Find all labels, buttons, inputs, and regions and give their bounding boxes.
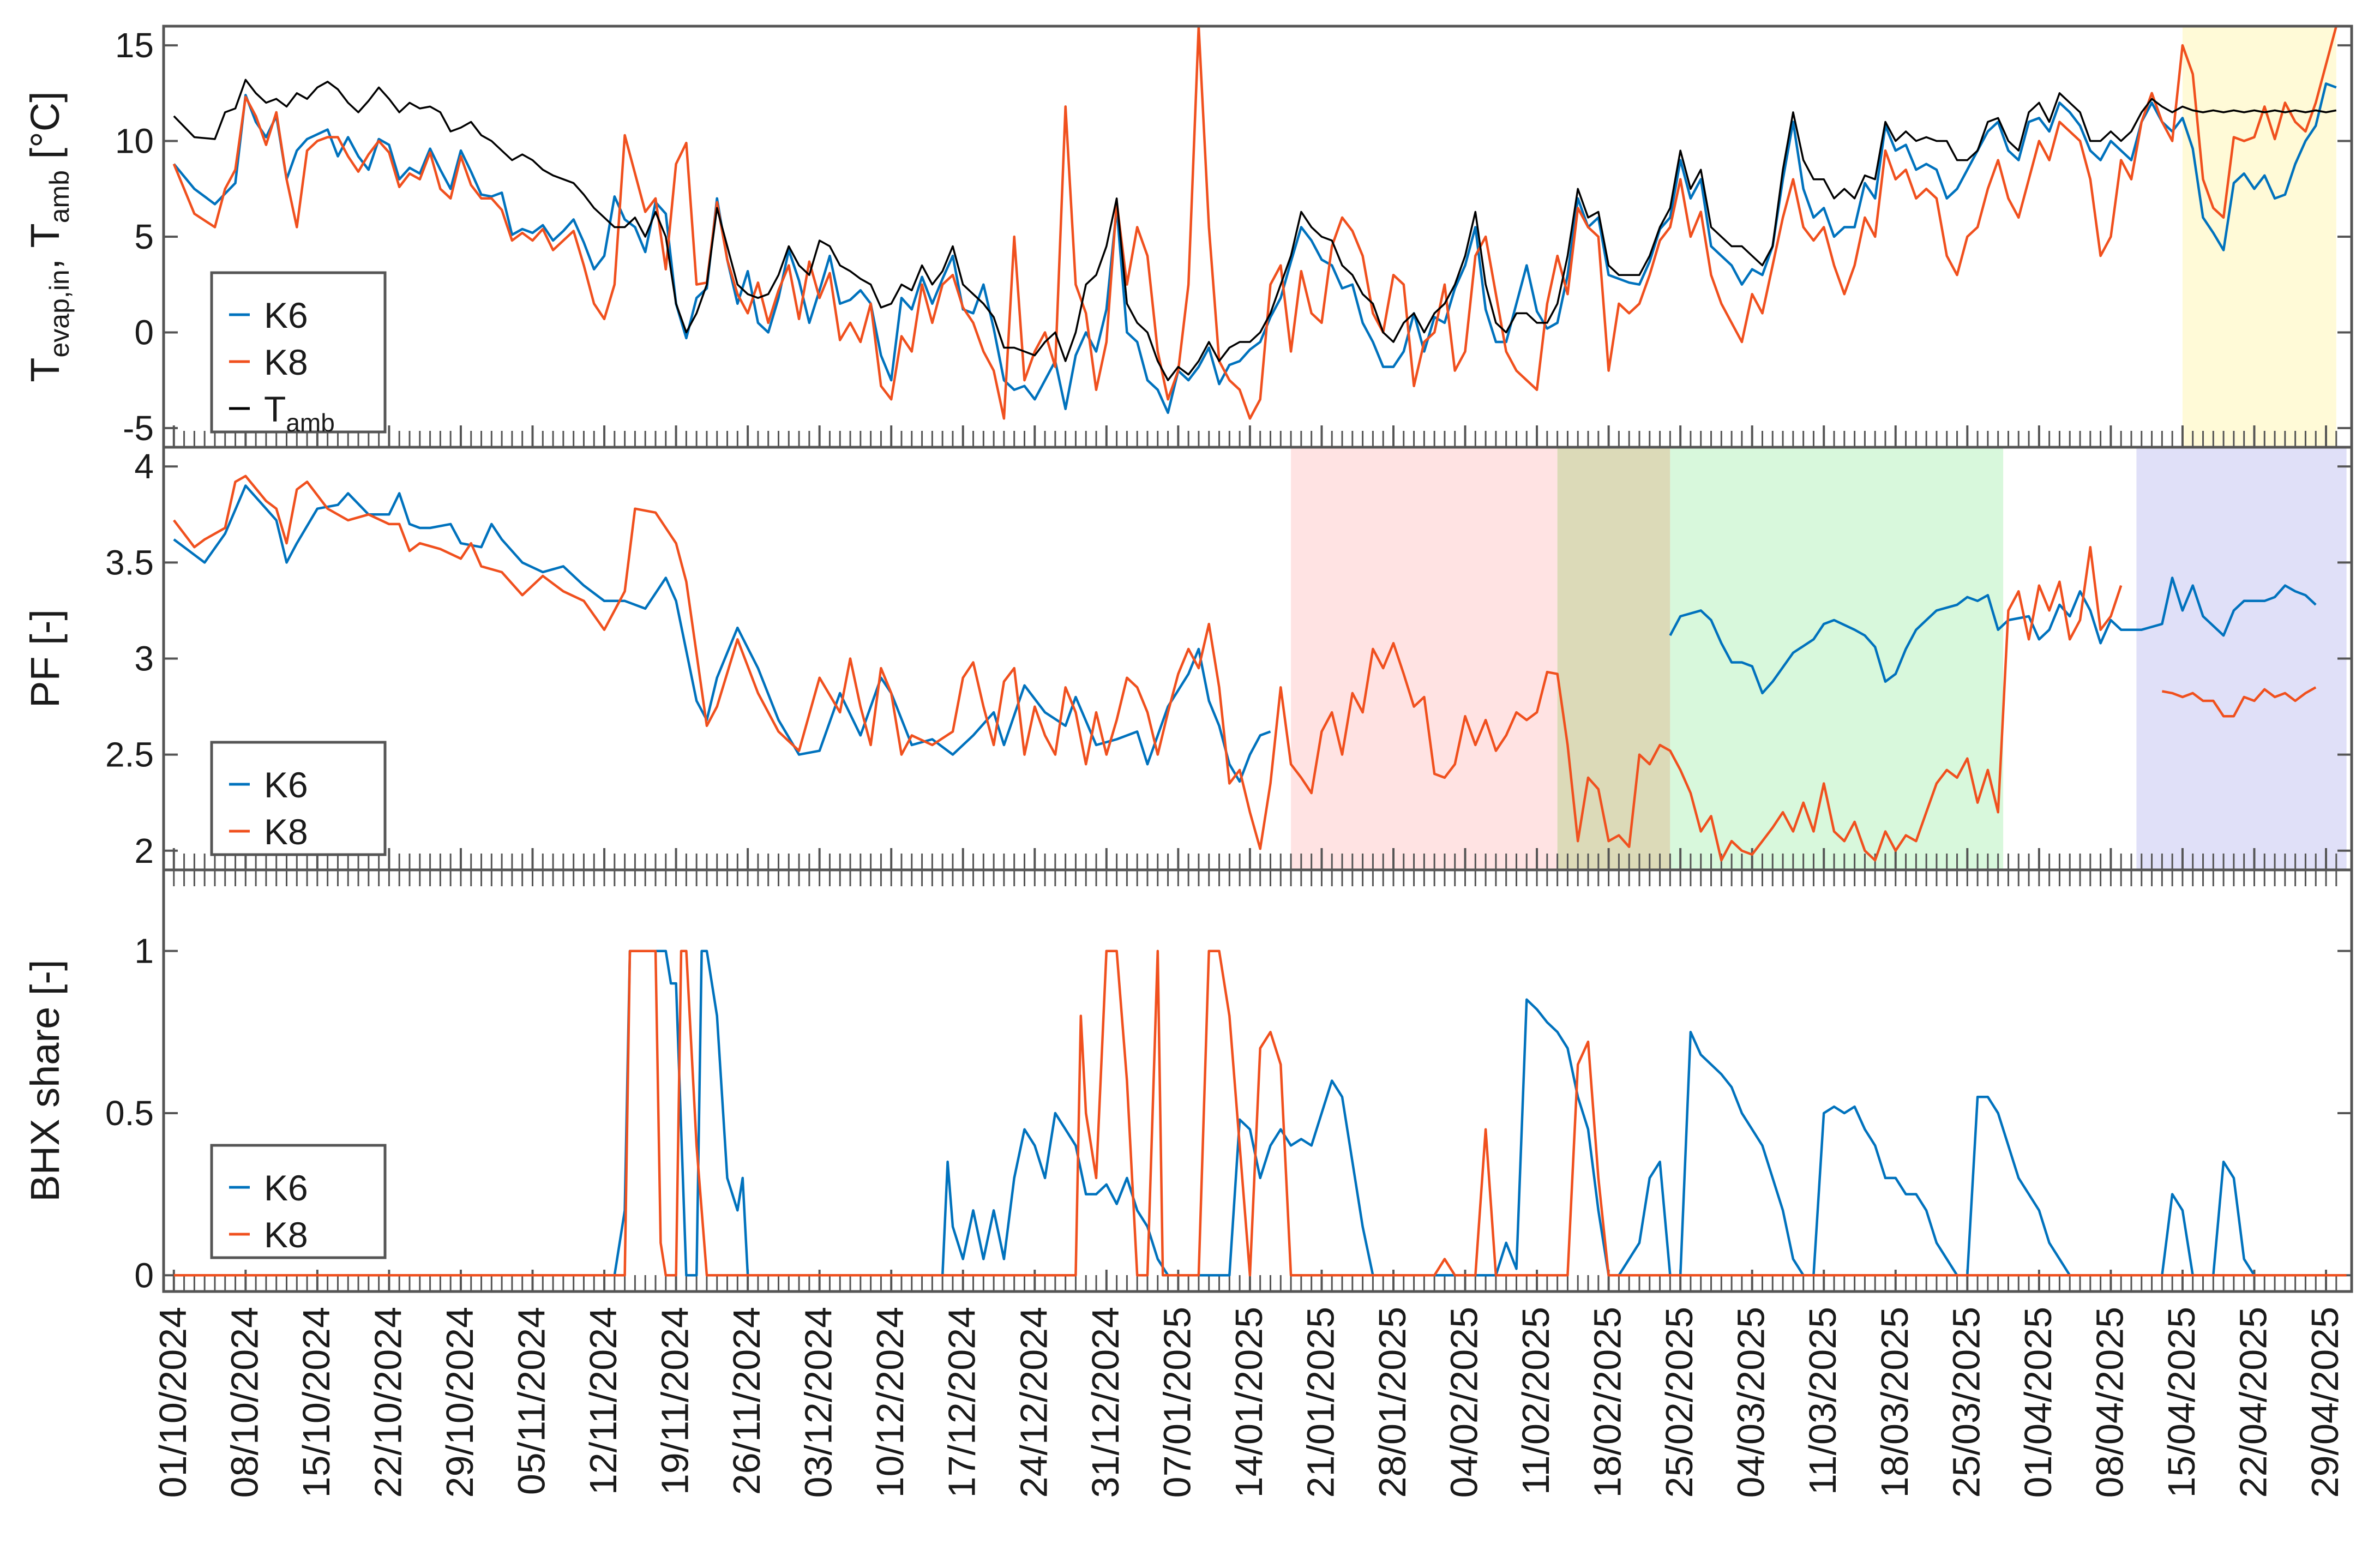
x-tick-label: 12/11/2024 (582, 1307, 624, 1495)
temp-series-k8 (172, 26, 2337, 420)
x-tick-label: 18/03/2025 (1873, 1307, 1916, 1498)
legend-label-text: K6 (264, 1168, 308, 1208)
bhx-legend-label-k6: K6 (264, 1168, 308, 1208)
pf-legend-label-k6: K6 (264, 765, 308, 805)
x-tick-label: 17/12/2024 (941, 1307, 983, 1498)
pf-legend-label-k8: K8 (264, 812, 308, 852)
legend-label-text: K6 (264, 765, 308, 805)
x-tick-label: 25/03/2025 (1945, 1307, 1987, 1498)
temp-y-axis-title-part: evap,in (44, 269, 75, 357)
pf-y-tick-label: 4 (134, 447, 154, 486)
x-tick-label: 22/10/2024 (366, 1307, 409, 1498)
temp-y-tick-label: 10 (115, 122, 154, 161)
x-tick-label: 01/10/2024 (152, 1307, 194, 1498)
x-tick-label: 08/10/2024 (223, 1307, 266, 1498)
pf-panel: 2 2.5 3 3.5 4 PF [-] K6 K8 (22, 446, 2353, 872)
bhx-y-tick-label: 0 (134, 1255, 154, 1295)
x-tick-label: 19/11/2024 (654, 1307, 696, 1495)
pf-shaded-band (2136, 447, 2347, 870)
x-tick-label: 29/10/2024 (438, 1307, 481, 1498)
legend-label-text: K8 (264, 342, 308, 382)
x-tick-label: 04/02/2025 (1443, 1307, 1486, 1498)
temp-legend-label-k6: K6 (264, 295, 308, 335)
x-tick-label: 24/12/2024 (1012, 1307, 1055, 1498)
pf-shaded-band (1670, 447, 2004, 870)
temp-y-axis-title-part: T (22, 358, 68, 382)
x-tick-label: 11/02/2025 (1514, 1307, 1557, 1495)
temp-series-k6 (173, 82, 2337, 414)
temp-y-tick-label: 15 (115, 26, 154, 65)
temp-series-tamb (173, 79, 2337, 381)
x-tick-label: 21/01/2025 (1299, 1307, 1342, 1498)
bhx-y-axis-title: BHX share [-] (22, 959, 68, 1201)
temp-y-axis-title-part: [°C] (22, 91, 68, 170)
legend-label-text: K8 (264, 1215, 308, 1255)
x-tick-label: 26/11/2024 (725, 1307, 768, 1495)
x-tick-label: 07/01/2025 (1156, 1307, 1198, 1498)
bhx-y-tick-label: 0.5 (105, 1094, 154, 1133)
bhx-legend-box (210, 1144, 387, 1259)
x-axis-date-labels: 01/10/2024 08/10/2024 15/10/2024 22/10/2024… (152, 1307, 2346, 1498)
x-tick-label: 18/02/2025 (1586, 1307, 1629, 1498)
pf-legend-box (210, 741, 387, 856)
x-tick-label: 10/12/2024 (869, 1307, 911, 1498)
x-tick-label: 22/04/2025 (2232, 1307, 2274, 1498)
pf-series-k6 (1669, 576, 2317, 695)
pf-y-axis-title: PF [-] (22, 609, 68, 708)
temp-legend-box (210, 271, 387, 434)
x-tick-label: 01/04/2025 (2017, 1307, 2059, 1498)
x-tick-label: 03/12/2024 (797, 1307, 840, 1498)
pf-y-tick-label: 3 (134, 639, 154, 678)
x-tick-label: 15/04/2025 (2160, 1307, 2203, 1498)
legend-label-subscript: amb (286, 408, 334, 437)
temp-y-tick-label: 5 (134, 217, 154, 256)
pf-y-tick-label: 2.5 (105, 735, 154, 774)
bhx-panel: 0 0.5 1 BHX share [-] K6 K8 (22, 868, 2353, 1295)
pf-series-k8 (2161, 686, 2317, 718)
legend-label-text: K6 (264, 295, 308, 335)
x-tick-label: 04/03/2025 (1730, 1307, 1772, 1498)
temp-legend-label-k8: K8 (264, 342, 308, 382)
bhx-legend-label-k8: K8 (264, 1215, 308, 1255)
temp-y-axis-title-part: amb (44, 170, 75, 223)
temp-shaded-band (2182, 26, 2336, 447)
x-tick-label: 08/04/2025 (2088, 1307, 2131, 1498)
bhx-y-tick-label: 1 (134, 932, 154, 971)
bhx-series-k8 (173, 950, 2347, 1277)
x-tick-label: 15/10/2024 (295, 1307, 338, 1498)
x-tick-label: 05/11/2024 (510, 1307, 552, 1495)
pf-shaded-band (1557, 447, 1670, 870)
x-tick-label: 28/01/2025 (1371, 1307, 1414, 1498)
x-tick-label: 11/03/2025 (1801, 1307, 1844, 1495)
legend-label-text: T (264, 389, 286, 429)
temp-y-tick-label: -5 (123, 408, 154, 448)
bhx-axes-frame (162, 868, 2353, 1293)
temp-y-axis-title: Tevap,in, Tamb [°C] (22, 91, 75, 382)
x-tick-label: 29/04/2025 (2304, 1307, 2346, 1498)
temp-legend-label-tamb: Tamb (264, 389, 335, 437)
pf-shaded-band (1291, 447, 1558, 870)
legend-label-text: K8 (264, 812, 308, 852)
x-tick-label: 25/02/2025 (1658, 1307, 1700, 1498)
temp-y-tick-label: 0 (134, 313, 154, 352)
pf-y-tick-label: 3.5 (105, 543, 154, 582)
temp-y-axis-title-part: , T (22, 223, 68, 269)
x-tick-label: 31/12/2024 (1084, 1307, 1127, 1498)
pf-y-tick-label: 2 (134, 831, 154, 870)
pf-series-k8 (173, 474, 2123, 862)
x-tick-label: 14/01/2025 (1228, 1307, 1270, 1498)
